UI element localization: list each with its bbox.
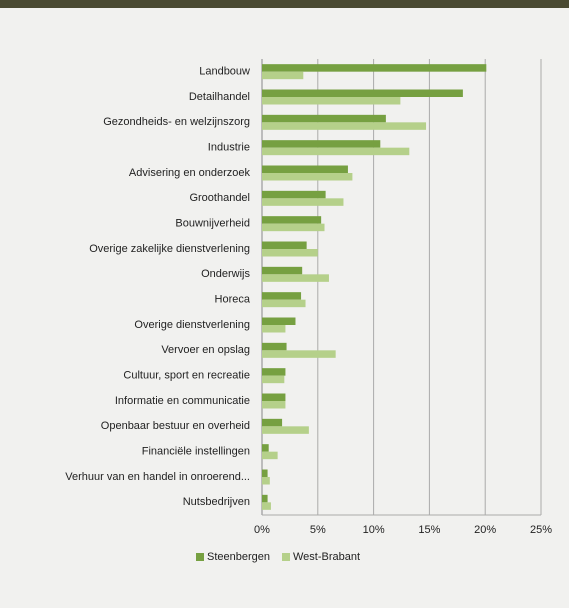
y-tick-label: Advisering en onderzoek: [129, 167, 251, 179]
y-tick-label: Overige dienstverlening: [134, 319, 250, 331]
x-tick-label: 20%: [474, 524, 496, 536]
bar: [262, 325, 286, 333]
y-tick-label: Nutsbedrijven: [183, 496, 250, 508]
y-tick-label: Vervoer en opslag: [161, 344, 250, 356]
bar: [262, 140, 381, 148]
bar: [262, 274, 329, 282]
y-tick-label: Onderwijs: [201, 268, 250, 280]
y-tick-label: Detailhandel: [189, 91, 250, 103]
bar: [262, 122, 427, 130]
y-tick-label: Verhuur van en handel in onroerend...: [65, 471, 250, 483]
legend-swatch: [196, 553, 204, 561]
bar: [262, 502, 271, 510]
x-tick-label: 10%: [363, 524, 385, 536]
y-tick-label: Openbaar bestuur en overheid: [101, 420, 250, 432]
y-tick-label: Industrie: [208, 142, 250, 154]
y-tick-label: Gezondheids- en welzijnszorg: [103, 116, 250, 128]
bar: [262, 165, 348, 173]
y-tick-label: Groothandel: [189, 192, 250, 204]
y-tick-label: Overige zakelijke dienstverlening: [89, 243, 250, 255]
header-band: [0, 0, 569, 8]
bar: [262, 418, 283, 427]
bar: [262, 393, 286, 401]
y-tick-label: Financiële instellingen: [142, 446, 250, 458]
bar: [262, 71, 304, 80]
bar: [262, 317, 296, 325]
y-tick-label: Informatie en communicatie: [115, 395, 250, 407]
bar: [262, 198, 344, 206]
bar: [262, 350, 336, 358]
bar: [262, 64, 487, 72]
bar: [262, 147, 410, 156]
bar: [262, 89, 463, 97]
y-tick-label: Cultuur, sport en recreatie: [123, 370, 250, 382]
bar: [262, 342, 287, 351]
bar: [262, 494, 268, 503]
bar: [262, 368, 286, 376]
bar: [262, 469, 268, 477]
y-tick-label: Horeca: [215, 294, 251, 306]
bar: [262, 477, 270, 485]
x-tick-label: 25%: [530, 524, 552, 536]
bar: [262, 266, 303, 275]
y-tick-label: Landbouw: [199, 66, 250, 78]
x-tick-label: 0%: [254, 524, 270, 536]
legend-swatch: [282, 553, 290, 561]
bar: [262, 249, 318, 257]
bar: [262, 223, 325, 232]
bar: [262, 173, 353, 181]
x-tick-label: 15%: [418, 524, 440, 536]
bar: [262, 190, 326, 199]
bar: [262, 299, 306, 308]
bar: [262, 375, 285, 384]
bar: [262, 114, 386, 123]
bar: [262, 451, 278, 460]
legend-label: Steenbergen: [207, 551, 270, 563]
bar: [262, 241, 307, 249]
bar: [262, 444, 269, 452]
bar: [262, 216, 322, 224]
bar: [262, 97, 401, 105]
y-tick-label: Bouwnijverheid: [175, 218, 250, 230]
bar: [262, 292, 302, 300]
legend-label: West-Brabant: [293, 551, 360, 563]
bar: [262, 426, 309, 434]
bar: [262, 401, 286, 409]
x-tick-label: 5%: [310, 524, 326, 536]
